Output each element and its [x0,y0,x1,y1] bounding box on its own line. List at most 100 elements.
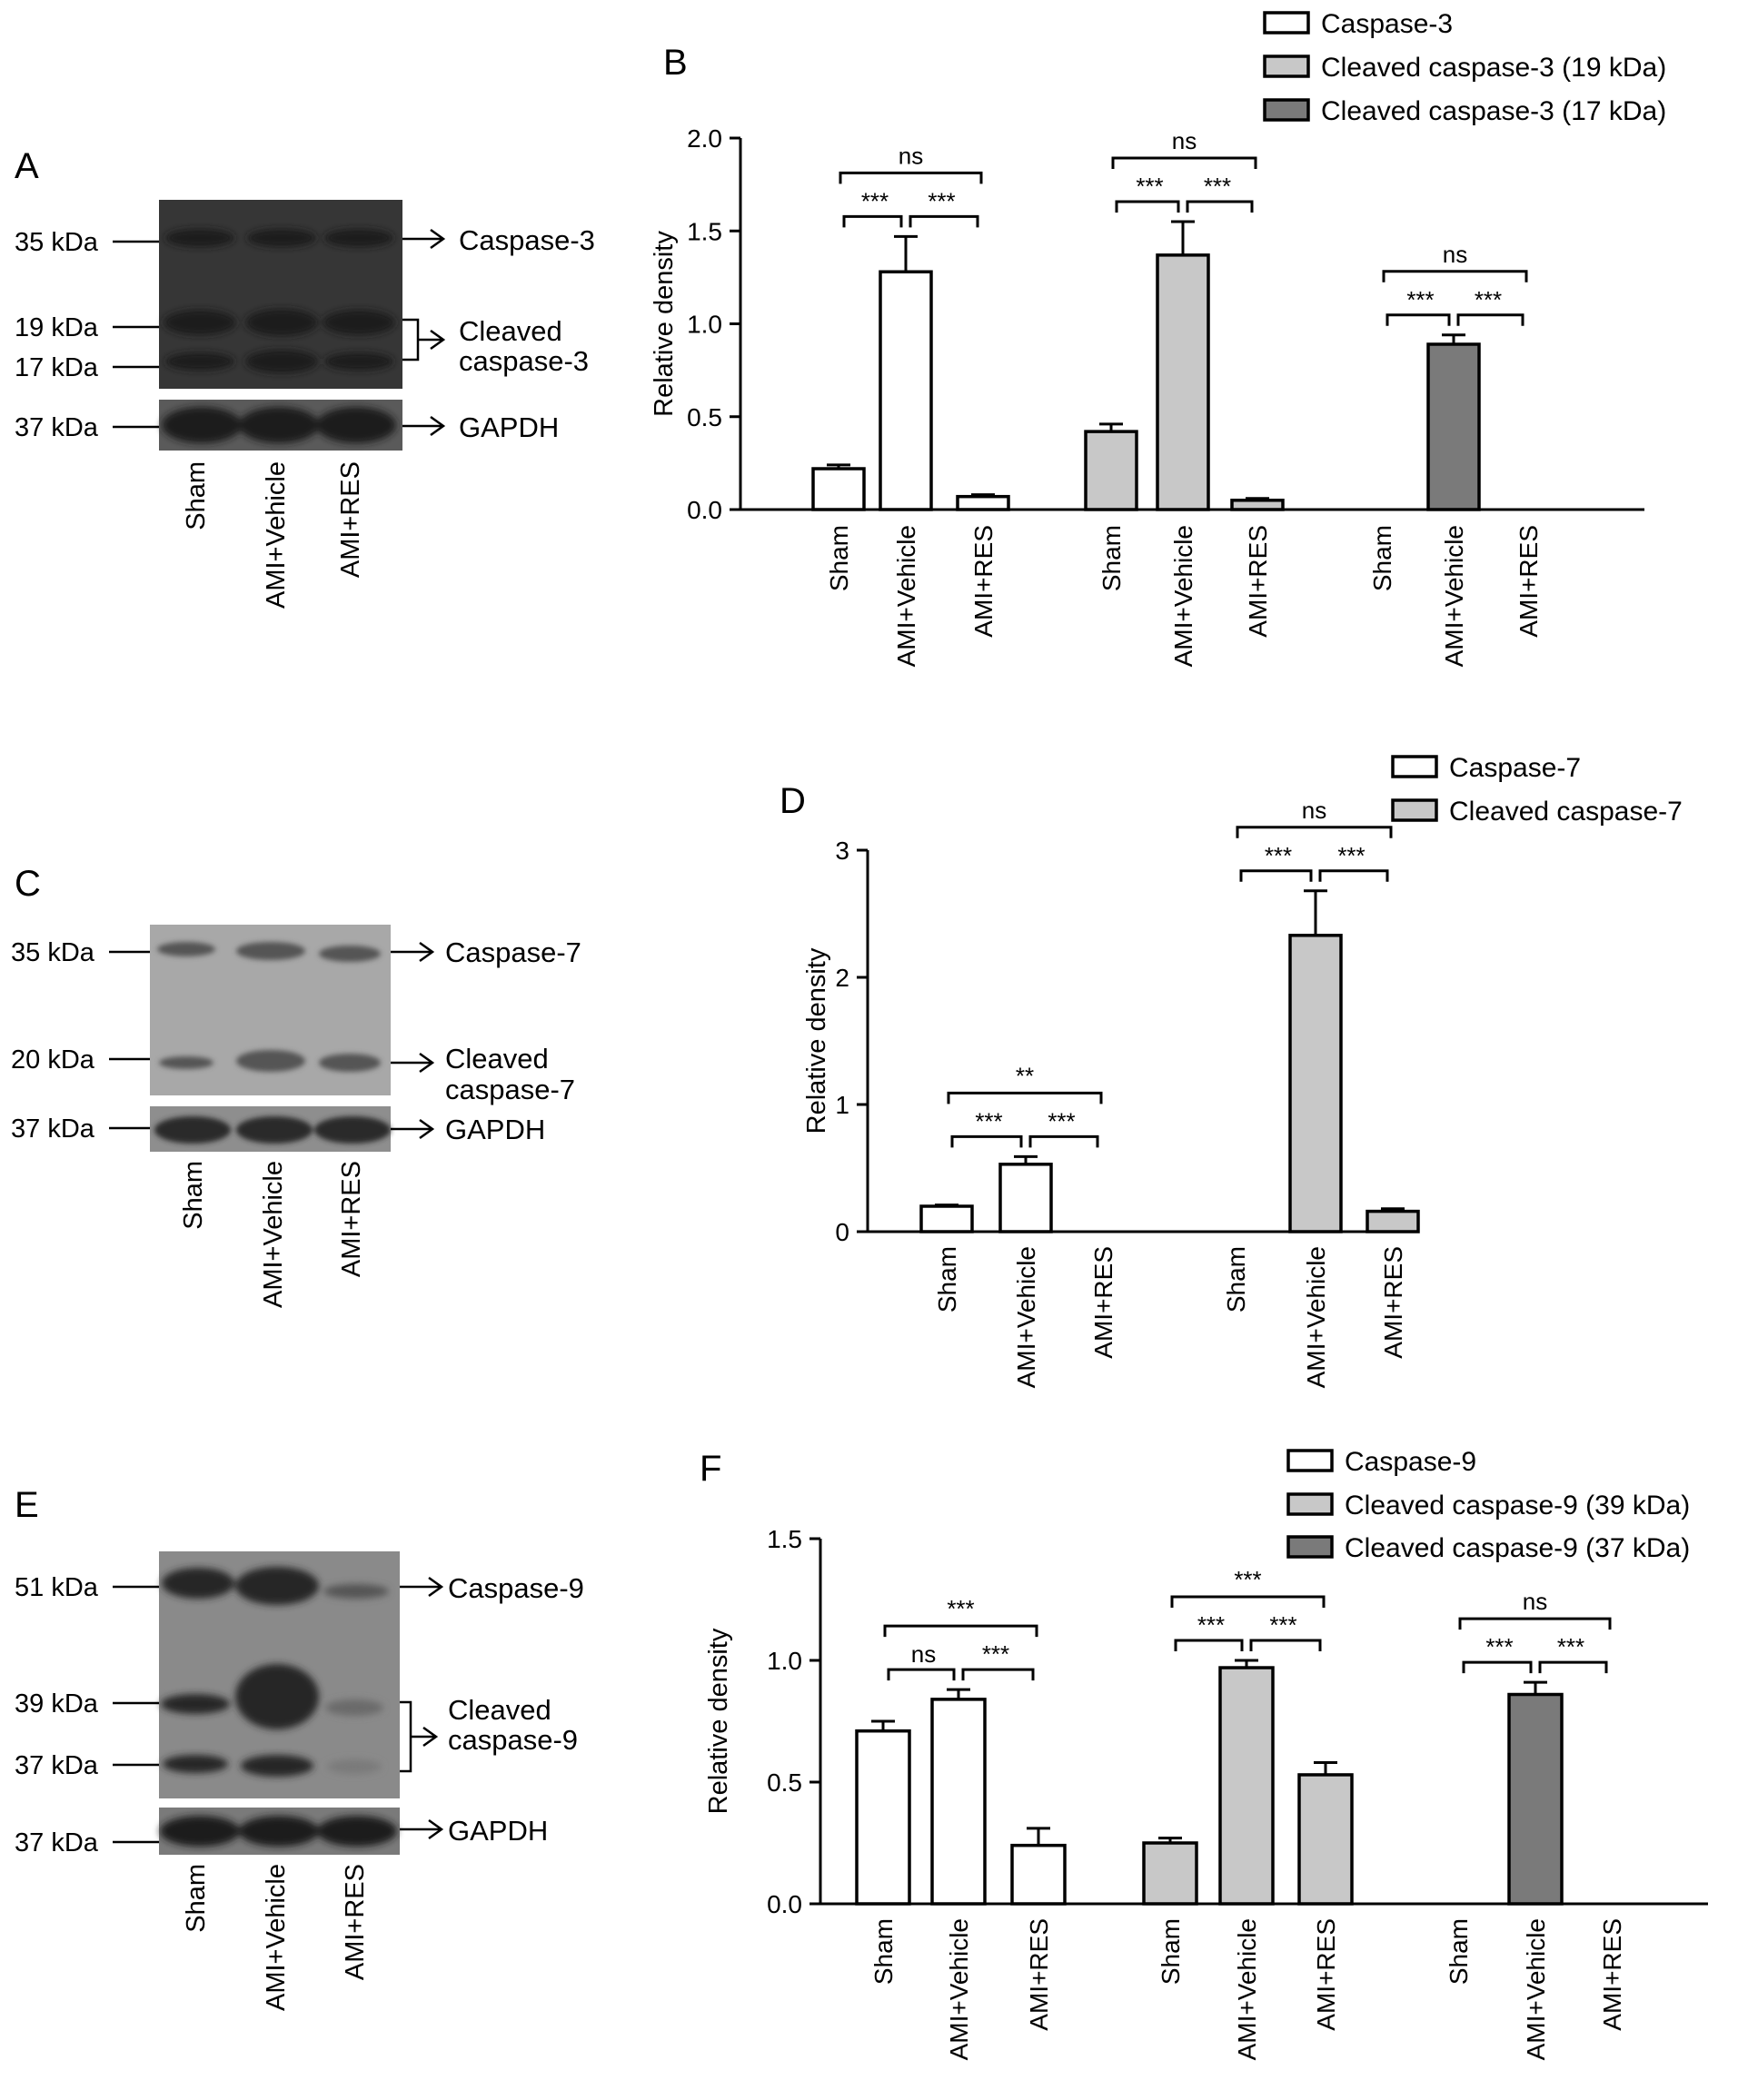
legend-swatch [1263,98,1310,122]
band [241,1755,313,1777]
lane-label: AMI+RES [336,461,365,578]
legend-swatch [1286,1492,1334,1516]
band [245,309,318,336]
arrow [402,228,446,250]
lane-label: AMI+RES [341,1864,370,1980]
significance-bracket [950,1134,1023,1148]
arrow [391,1118,435,1140]
legend-swatch [1263,54,1310,78]
significance-bracket [1249,1639,1322,1651]
band-label: Caspase-7 [445,936,581,968]
marker-label: 35 kDa [11,938,95,967]
significance-label: *** [1337,842,1365,869]
y-axis-label: Relative density [802,947,831,1134]
panel-label-a: A [15,146,39,186]
significance-bracket [1111,156,1257,170]
significance-label: *** [1048,1107,1075,1134]
band [157,942,215,956]
blot-panel-a: A 35 kDa 19 kDa 17 kDa 37 kDa [15,146,595,609]
category-label: AMI+Vehicle [1522,1918,1550,2060]
legend-swatch [1391,755,1438,778]
band [160,1816,240,1847]
lane-label: Sham [179,1161,208,1230]
band [164,310,236,335]
y-tick-label: 1 [835,1091,849,1119]
bracket-arrow [400,1700,439,1773]
band [162,407,242,443]
legend-label: Caspase-7 [1449,753,1581,783]
significance-bracket [1382,270,1528,282]
bar [1084,430,1138,511]
panel-label-d: D [780,781,806,821]
marker-label: 51 kDa [15,1573,99,1602]
band [163,1755,228,1773]
significance-label: *** [1234,1566,1261,1593]
category-label: Sham [1368,525,1396,591]
significance-bracket [842,214,903,228]
significance-label: *** [1485,1633,1513,1660]
bar [919,1204,974,1233]
band [327,1759,382,1774]
band [316,407,396,443]
y-tick-label: 0.5 [687,403,722,431]
marker-label: 20 kDa [11,1045,95,1075]
significance-label: *** [1204,173,1231,200]
y-tick-label: 2.0 [687,124,722,153]
significance-bracket [1538,1660,1608,1674]
y-tick-label: 1.0 [687,311,722,339]
significance-bracket [1170,1595,1326,1608]
significance-label: *** [1269,1611,1296,1639]
legend-swatch [1263,11,1310,35]
category-label: Sham [1445,1918,1473,1985]
blot-gapdh-bands [162,407,396,443]
significance-bracket [1456,313,1524,326]
blot-arrows [391,941,435,1140]
marker-label: 37 kDa [15,413,99,442]
significance-label: ns [1443,241,1467,268]
arrow [400,1818,444,1840]
significance-label: ** [1016,1062,1034,1089]
category-label: Sham [869,1918,898,1985]
category-label: AMI+RES [1598,1918,1626,2031]
y-axis-label: Relative density [650,231,679,417]
significance-label: *** [1197,1611,1225,1639]
y-tick-label: 1.5 [767,1525,802,1553]
band [162,1568,234,1599]
bar [855,1729,911,1906]
significance-label: *** [982,1640,1009,1668]
band [236,1050,305,1072]
significance-label: *** [1265,842,1292,869]
legend-swatch [1286,1535,1334,1559]
lane-label: AMI+Vehicle [262,461,291,609]
significance-label: *** [928,187,955,214]
band [323,310,395,335]
bar [1230,499,1285,511]
significance-bracket [839,171,983,184]
chart-d: 0 1 2 3 Relative density Sham AMI+Vehicle AMI+R… [802,753,1683,1388]
chart-b: 0.0 0.5 1.0 1.5 2.0 Relative density Sham AMI+V… [650,9,1666,667]
lane-label: AMI+RES [337,1161,366,1277]
marker-label: 39 kDa [15,1689,99,1719]
category-label: Sham [933,1246,961,1312]
lane-label: Sham [182,1864,211,1933]
band-label: Cleaved [459,315,562,347]
y-tick-label: 0.0 [687,496,722,524]
significance-bracket [1186,200,1254,213]
bar [1156,253,1210,511]
panel-label-f: F [700,1449,721,1489]
band-label: caspase-3 [459,345,589,377]
significance-bracket [1028,1134,1099,1148]
band [314,1116,391,1144]
category-label: AMI+Vehicle [945,1918,973,2060]
arrow [391,1052,435,1074]
bar [1218,1666,1275,1906]
significance-bracket [883,1624,1038,1638]
category-label: AMI+RES [969,525,998,638]
band-label: Caspase-9 [448,1572,584,1604]
band [319,1054,381,1072]
significance-bracket [1458,1617,1612,1630]
blot-bands [161,1567,389,1777]
legend-label: Cleaved caspase-3 (19 kDa) [1321,53,1666,83]
band [159,1056,214,1069]
bar [879,270,933,511]
